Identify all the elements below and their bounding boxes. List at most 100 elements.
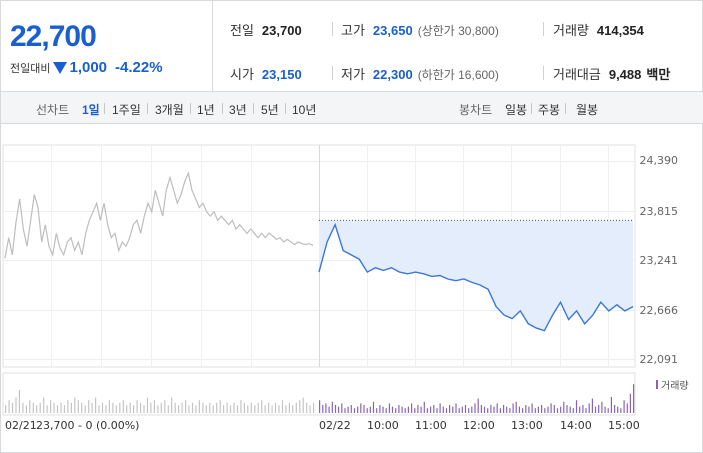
volume-bar-prev xyxy=(160,402,162,413)
stat-label: 저가 xyxy=(341,67,365,82)
divider xyxy=(147,103,148,114)
volume-bar-today xyxy=(515,401,517,413)
volume-bar-today xyxy=(341,403,343,413)
volume-bar-prev xyxy=(133,405,135,413)
volume-bar-today xyxy=(490,405,492,413)
period-tab-3y[interactable]: 3년 xyxy=(229,103,247,117)
stat-value: 414,354 xyxy=(596,23,644,38)
stat-label: 거래량 xyxy=(553,23,589,38)
volume-bar-today xyxy=(617,406,619,413)
volume-bar-today xyxy=(480,405,482,413)
volume-bar-today xyxy=(518,406,520,413)
volume-bar-today xyxy=(512,403,514,413)
volume-bar-today xyxy=(541,405,543,413)
volume-bar-prev xyxy=(46,405,48,413)
volume-bar-prev xyxy=(250,402,252,413)
volume-bar-today xyxy=(556,408,559,413)
stat-low: 저가 22,300 (하한가 16,600) xyxy=(341,64,499,83)
volume-bar-prev xyxy=(5,405,7,413)
stat-prev-close: 전일 23,700 xyxy=(230,20,302,39)
period-tab-1w[interactable]: 1주일 xyxy=(112,103,141,117)
volume-bar-prev xyxy=(50,400,52,413)
volume-bar-today xyxy=(553,405,555,413)
volume-bar-today xyxy=(633,384,635,413)
period-tab-3m[interactable]: 3개월 xyxy=(155,103,184,117)
volume-bar-prev xyxy=(91,402,93,413)
volume-bar-prev xyxy=(309,405,311,413)
volume-bar-prev xyxy=(22,402,24,413)
stat-amount: 거래대금 9,488 백만 xyxy=(553,64,670,83)
current-price: 22,700 xyxy=(10,20,97,53)
x-tick-label: 14:00 xyxy=(560,419,592,432)
volume-bar-today xyxy=(537,406,539,413)
volume-bar-today xyxy=(372,401,375,413)
volume-bar-prev xyxy=(288,402,290,413)
volume-frame xyxy=(2,372,636,416)
volume-bar-today xyxy=(483,406,486,413)
period-tab-5y[interactable]: 5년 xyxy=(261,103,279,117)
volume-bar-prev xyxy=(84,405,86,413)
volume-bar-prev xyxy=(70,402,72,413)
period-tab-1y[interactable]: 1년 xyxy=(197,103,215,117)
volume-bar-today xyxy=(322,405,324,413)
volume-bar-today xyxy=(626,403,628,413)
volume-bar-prev xyxy=(247,405,249,413)
volume-bar-today xyxy=(445,408,448,413)
volume-bar-prev xyxy=(15,397,17,413)
volume-bar-prev xyxy=(29,400,31,413)
series-area-today xyxy=(319,220,633,331)
volume-bar-today xyxy=(391,406,394,413)
volume-bar-today xyxy=(503,405,505,413)
volume-bar-prev xyxy=(285,405,287,413)
volume-bar-prev xyxy=(216,402,218,413)
volume-bar-prev xyxy=(11,402,14,413)
volume-bar-today xyxy=(601,401,603,413)
stat-value: 9,488 xyxy=(608,67,642,82)
volume-bar-today xyxy=(439,403,441,413)
volume-bar-prev xyxy=(122,400,124,413)
volume-bar-prev xyxy=(119,402,121,413)
divider xyxy=(222,103,223,114)
volume-bar-today xyxy=(338,406,340,413)
volume-bar-prev xyxy=(25,405,27,413)
volume-bar-today xyxy=(575,400,578,413)
volume-bar-prev xyxy=(67,400,69,413)
period-tab-10y[interactable]: 10년 xyxy=(292,103,317,117)
x-prev-day-label: 02/21 xyxy=(5,419,37,432)
candle-tab-daily[interactable]: 일봉 xyxy=(505,103,528,117)
stat-sub: (하한가 16,600) xyxy=(417,68,499,82)
volume-bar-today xyxy=(350,405,352,413)
volume-bar-today xyxy=(487,408,489,413)
volume-bar-prev xyxy=(74,397,76,413)
volume-bar-prev xyxy=(146,397,149,413)
volume-bar-prev xyxy=(281,400,284,413)
volume-bar-prev xyxy=(268,402,270,413)
volume-bar-today xyxy=(385,408,387,413)
volume-bar-prev xyxy=(136,400,138,413)
volume-bar-today xyxy=(423,401,425,413)
volume-bar-today xyxy=(471,406,473,413)
divider xyxy=(104,103,105,114)
volume-bar-today xyxy=(588,403,590,413)
volume-bar-today xyxy=(455,403,457,413)
volume-bar-today xyxy=(442,406,444,413)
x-tick-label: 15:00 xyxy=(608,419,640,432)
divider xyxy=(190,103,191,114)
volume-bar-today xyxy=(420,406,422,413)
candle-tab-monthly[interactable]: 월봉 xyxy=(576,103,599,117)
volume-legend-swatch xyxy=(656,380,658,389)
volume-bar-today xyxy=(582,405,584,413)
volume-bar-today xyxy=(493,406,495,413)
divider xyxy=(543,22,544,36)
volume-bar-today xyxy=(607,408,609,413)
volume-bar-prev xyxy=(205,405,207,413)
price-chart[interactable]: 24,390 23,815 23,241 22,666 22,091 거래량 0… xyxy=(1,125,703,453)
divider xyxy=(543,66,544,80)
volume-bar-today xyxy=(563,401,565,413)
volume-bar-today xyxy=(604,406,606,413)
volume-bar-prev xyxy=(278,405,280,413)
x-tick-label: 12:00 xyxy=(463,419,495,432)
candle-tab-weekly[interactable]: 주봉 xyxy=(538,103,561,117)
period-tab-1d[interactable]: 1일 xyxy=(82,103,100,117)
